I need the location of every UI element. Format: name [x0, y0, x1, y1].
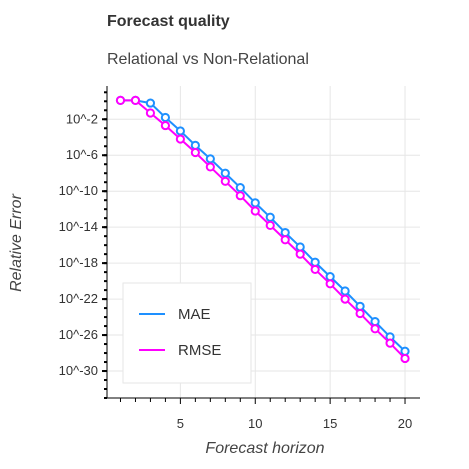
- x-tick-label: 20: [398, 416, 412, 431]
- x-tick-label: 15: [323, 416, 337, 431]
- data-point-mae: [340, 286, 350, 296]
- y-tick-label: 10^-22: [59, 291, 98, 306]
- data-point-rmse: [385, 338, 395, 348]
- data-point-rmse: [205, 162, 215, 172]
- legend-label-rmse: RMSE: [178, 342, 221, 359]
- y-tick-label: 10^-26: [59, 327, 98, 342]
- data-point-rmse: [310, 264, 320, 275]
- y-tick-label: 10^-2: [66, 111, 98, 126]
- data-point-mae: [400, 346, 410, 356]
- y-axis-label: Relative Error: [8, 194, 25, 292]
- data-point-mae: [355, 301, 365, 311]
- data-point-mae: [295, 242, 305, 252]
- y-tick-label: 10^-10: [59, 183, 98, 198]
- data-point-rmse: [115, 95, 126, 105]
- data-point-rmse: [160, 120, 171, 131]
- data-point-mae: [145, 98, 156, 108]
- x-tick-label: 5: [177, 416, 184, 431]
- data-point-rmse: [325, 279, 335, 289]
- legend-box: [122, 282, 252, 384]
- data-point-rmse: [370, 324, 380, 334]
- data-point-mae: [370, 316, 380, 327]
- data-point-rmse: [295, 249, 305, 259]
- data-point-rmse: [250, 206, 260, 216]
- chart-subtitle: Relational vs Non-Relational: [107, 51, 309, 68]
- data-point-mae: [325, 272, 335, 282]
- data-point-rmse: [280, 235, 290, 245]
- data-point-rmse: [355, 308, 365, 319]
- data-point-rmse: [400, 353, 410, 364]
- data-point-mae: [265, 212, 275, 222]
- x-tick-label: 10: [248, 416, 262, 431]
- data-point-rmse: [145, 108, 156, 118]
- chart-title: Forecast quality: [107, 13, 230, 30]
- data-point-rmse: [265, 220, 275, 230]
- data-point-mae: [220, 168, 230, 178]
- y-tick-label: 10^-14: [59, 219, 98, 234]
- data-point-mae: [160, 112, 171, 123]
- data-point-mae: [175, 126, 185, 136]
- y-tick-label: 10^-6: [66, 147, 98, 162]
- y-tick-label: 10^-30: [59, 363, 98, 378]
- data-point-mae: [205, 154, 215, 164]
- data-point-mae: [235, 183, 245, 193]
- data-point-mae: [250, 198, 260, 208]
- data-point-rmse: [340, 294, 350, 304]
- data-point-mae: [310, 257, 320, 267]
- x-axis-label: Forecast horizon: [205, 440, 325, 457]
- data-point-rmse: [190, 147, 200, 158]
- legend-label-mae: MAE: [178, 306, 211, 323]
- data-point-rmse: [220, 176, 230, 186]
- y-tick-label: 10^-18: [59, 255, 98, 270]
- data-point-rmse: [235, 191, 245, 201]
- data-point-rmse: [130, 95, 141, 105]
- data-point-mae: [190, 140, 200, 150]
- data-point-mae: [280, 227, 290, 238]
- data-point-rmse: [175, 134, 185, 144]
